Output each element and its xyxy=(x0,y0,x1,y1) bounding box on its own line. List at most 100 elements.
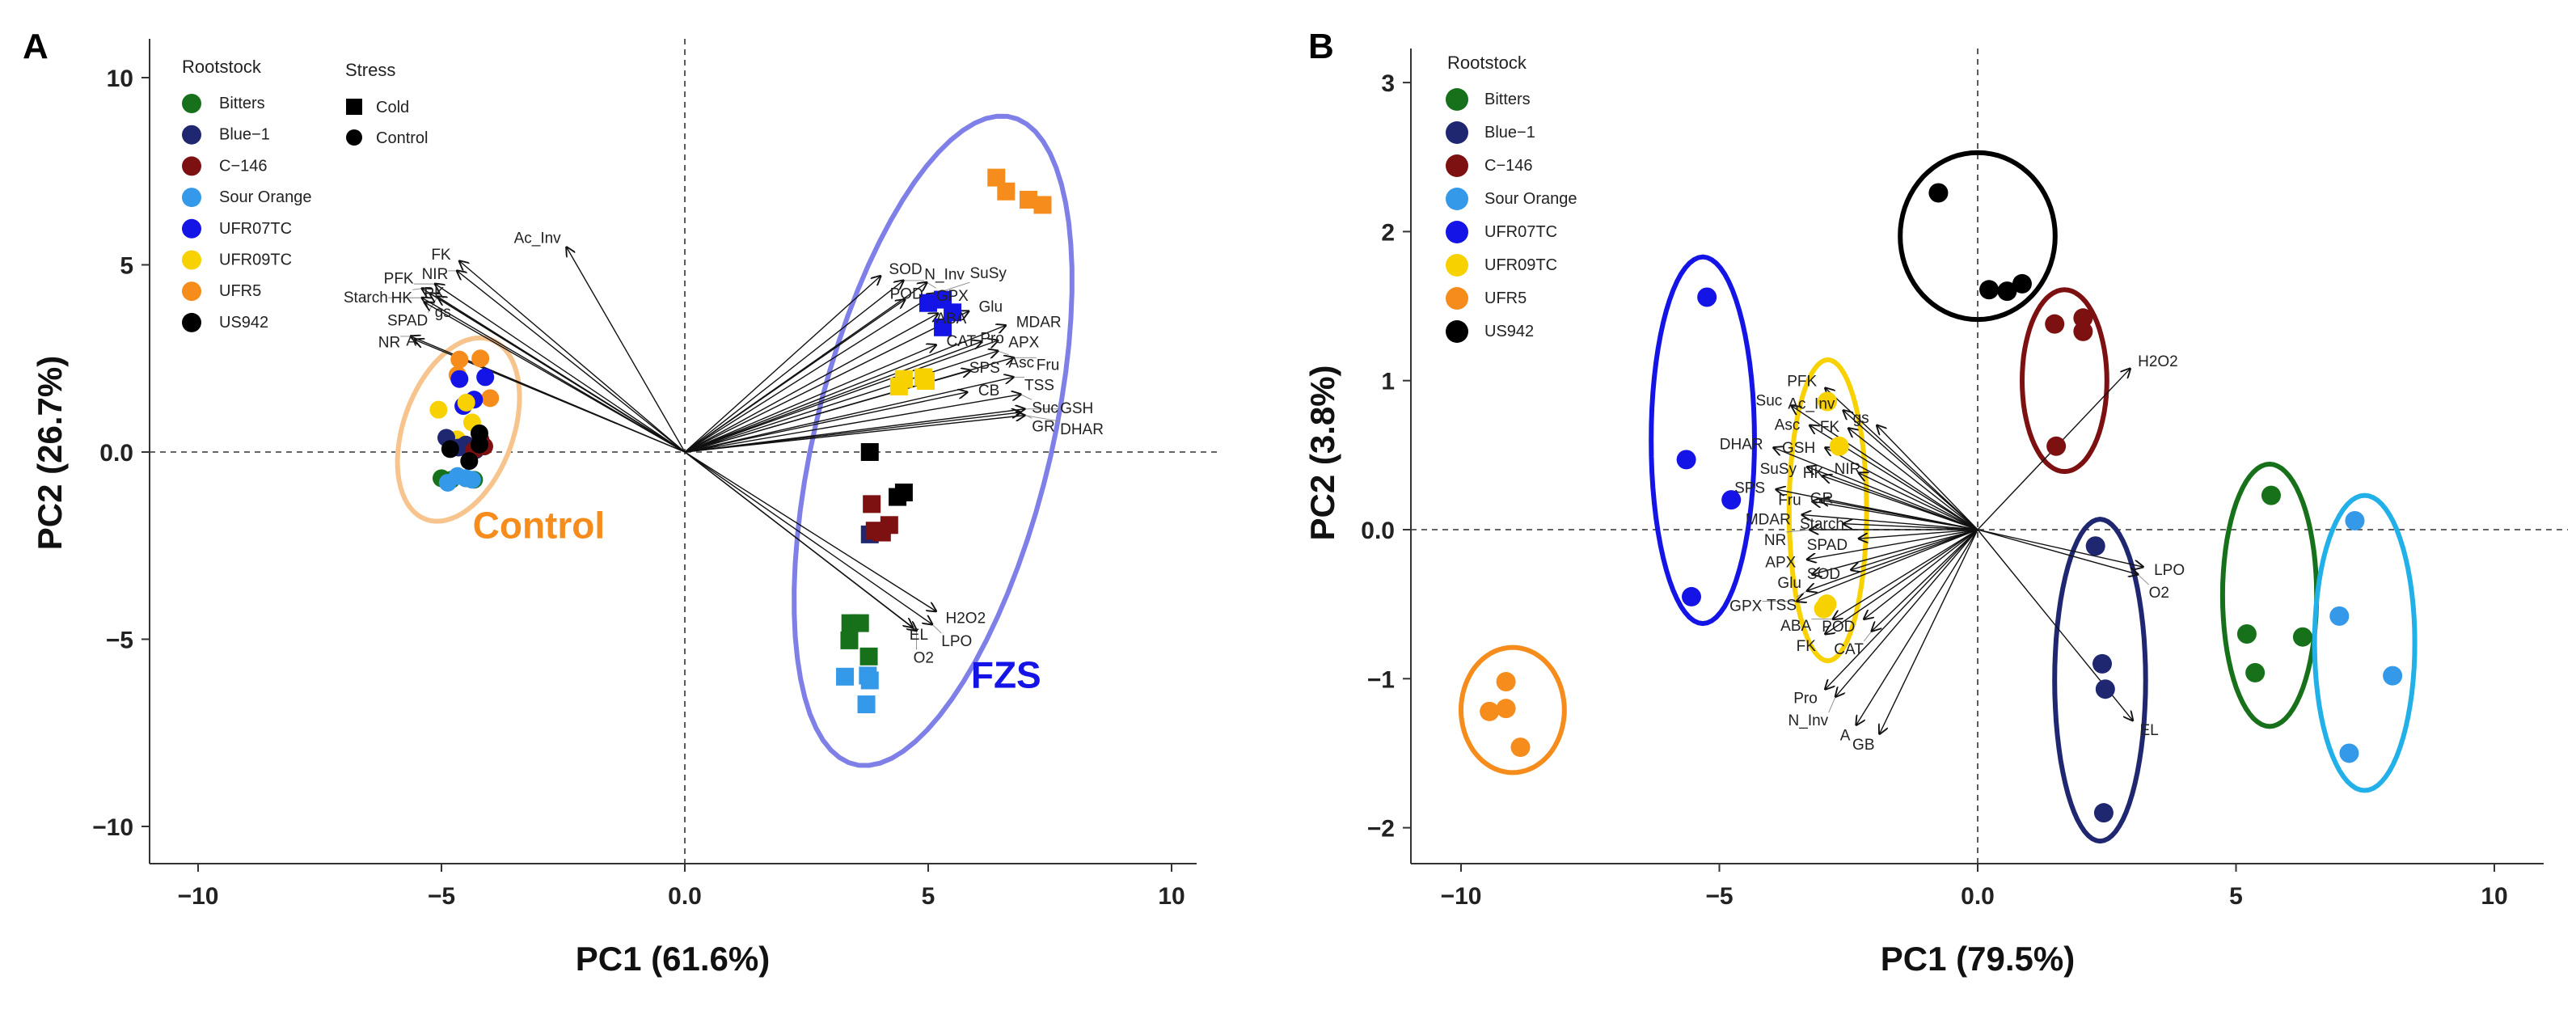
chart-a-loading-label: APX xyxy=(1008,334,1039,351)
chart-b-ellipse-sour-orange xyxy=(2312,492,2418,793)
chart-b-legend-item: Sour Orange xyxy=(1484,190,1577,208)
chart-b-point-bitters xyxy=(2261,485,2281,505)
chart-b-loading-arrow xyxy=(1774,448,1978,530)
chart-a-stress-legend-item: Control xyxy=(376,129,428,147)
chart-b-loading-arrow xyxy=(1792,406,1978,530)
chart-a-point-cold-bitters xyxy=(859,647,878,666)
chart-a-point-us942 xyxy=(470,435,488,454)
chart-b-point-blue-1 xyxy=(2093,803,2114,823)
chart-a-point-cold-ufr07tc xyxy=(934,318,952,336)
chart-b-point-ufr5 xyxy=(1496,671,1516,691)
chart-b-point-ufr09tc xyxy=(1829,436,1849,456)
chart-b-legend-swatch xyxy=(1446,154,1468,177)
chart-a-loading-label: POD xyxy=(890,286,923,303)
chart-a-legend-swatch xyxy=(182,312,201,332)
chart-a-loading-arrow xyxy=(684,451,932,624)
chart-b-legend-swatch xyxy=(1446,320,1468,343)
chart-b-x-tick-label: −10 xyxy=(1441,883,1482,910)
chart-b-ellipse-ufr07tc xyxy=(1649,254,1758,627)
chart-b-loading-arrow xyxy=(1807,529,1978,560)
chart-b-loading-label: NIR xyxy=(1835,461,1861,478)
chart-b-point-ufr07tc xyxy=(1697,287,1717,307)
chart-a-loading-label: Suc xyxy=(1032,399,1058,416)
chart-a-point-sour-orange xyxy=(448,467,467,485)
chart-b-loading-arrow xyxy=(1833,529,1978,619)
chart-a-legend-item: UFR09TC xyxy=(219,251,292,269)
chart-b-loading-label: SuSy xyxy=(1760,461,1797,478)
chart-a-loading-label: Glu xyxy=(979,299,1003,316)
chart-b-y-tick-label: −2 xyxy=(1367,816,1395,843)
panel-label-a: A xyxy=(23,27,49,66)
chart-a-point-cold-bitters xyxy=(851,614,869,632)
chart-b-legend-item: UFR07TC xyxy=(1484,223,1557,241)
chart-b-point-c-146 xyxy=(2073,308,2093,328)
chart-a-point-cold-ufr5 xyxy=(997,182,1016,201)
chart-b-point-ufr5 xyxy=(1510,737,1531,758)
chart-a-label-leader-line xyxy=(1024,415,1061,422)
chart-b-point-us942 xyxy=(1997,281,2017,302)
chart-b-loading-arrow xyxy=(1825,388,1978,530)
chart-a-loading-arrow xyxy=(684,345,936,453)
chart-b-y-tick-label: 0.0 xyxy=(1361,518,1395,544)
chart-b-loading-arrow xyxy=(1851,529,1978,570)
chart-a-legend-swatch xyxy=(182,250,201,270)
chart-a-point-cold-ufr09tc xyxy=(894,370,913,388)
chart-a-loading-label: gs xyxy=(435,304,451,321)
chart-a-y-tick-label: −5 xyxy=(106,628,133,654)
chart-a-point-cold-ufr07tc xyxy=(944,303,962,322)
chart-a-loading-arrow xyxy=(424,302,686,453)
chart-a-loading-label: N_Inv xyxy=(924,266,965,283)
chart-a-loading-label: TSS xyxy=(1024,377,1054,394)
chart-b-loading-label: FK xyxy=(1797,638,1817,655)
chart-b-label-leader-line xyxy=(1863,631,1873,642)
chart-a-loading-arrow xyxy=(684,351,998,453)
chart-b-point-sour-orange xyxy=(2383,666,2403,686)
chart-b-point-us942 xyxy=(2012,273,2032,294)
chart-a-legend-item: Blue−1 xyxy=(219,126,270,144)
chart-a-x-tick-label: 0.0 xyxy=(668,883,702,910)
chart-a-label-leader-line xyxy=(1020,394,1033,400)
chart-a-point-cold-bitters xyxy=(840,631,859,649)
chart-b-loading-label: ABA xyxy=(1780,618,1811,635)
chart-a-loading-label: PFK xyxy=(384,270,414,287)
chart-a-legend-title: Rootstock xyxy=(182,57,262,77)
chart-b-point-c-146 xyxy=(2045,314,2065,334)
chart-b-point-ufr09tc xyxy=(1818,391,1838,412)
chart-b-loading-arrow xyxy=(1825,529,1978,689)
chart-b-loading-label: GPX xyxy=(1729,598,1762,615)
chart-a-point-ufr09tc xyxy=(457,393,475,412)
chart-a-loading-label: O2 xyxy=(914,649,934,666)
chart-b-loading-label: GB xyxy=(1852,737,1874,754)
chart-a-loading-label: SPS xyxy=(969,360,1000,377)
chart-b-point-ufr07tc xyxy=(1676,450,1696,470)
chart-b-y-tick-label: −1 xyxy=(1367,666,1395,693)
chart-b-loading-arrow xyxy=(1977,529,2138,574)
chart-b-loading-label: Starch xyxy=(1800,516,1844,533)
chart-b-point-blue-1 xyxy=(2085,536,2105,556)
chart-b-loading-arrow xyxy=(1856,529,1978,725)
chart-b-loading-label: SPAD xyxy=(1807,537,1848,554)
chart-a-legend-item: C−146 xyxy=(219,157,268,175)
chart-a-legend-swatch xyxy=(182,281,201,302)
chart-b-loading-arrow xyxy=(1825,448,1978,530)
chart-b-label-leader-line xyxy=(2137,573,2149,585)
chart-a-loading-label: CB xyxy=(978,382,999,399)
chart-b-point-sour-orange xyxy=(2339,743,2359,763)
chart-b-loading-label: GSH xyxy=(1782,440,1815,457)
chart-b-point-ufr07tc xyxy=(1681,586,1701,606)
chart-b-legend-item: Blue−1 xyxy=(1484,124,1535,142)
x-axis-title-b: PC1 (79.5%) xyxy=(1881,940,2075,978)
chart-a-ellipse-fzs xyxy=(792,113,1075,768)
chart-b-legend-item: UFR09TC xyxy=(1484,256,1557,274)
chart-b-loading-label: SOD xyxy=(1807,566,1840,583)
chart-b-loading-arrow xyxy=(1807,529,1978,591)
chart-a-loading-arrow xyxy=(684,451,936,611)
chart-b-loading-label: PFK xyxy=(1787,373,1817,390)
chart-a-stress-legend-title: Stress xyxy=(345,60,395,80)
chart-a-y-tick-label: 0.0 xyxy=(99,440,133,467)
chart-a-stress-legend-square-icon xyxy=(346,99,362,115)
chart-b-loading-label: APX xyxy=(1765,554,1796,571)
chart-a-point-cold-ufr5 xyxy=(987,168,1006,187)
chart-b-loading-label: A xyxy=(1840,727,1851,744)
